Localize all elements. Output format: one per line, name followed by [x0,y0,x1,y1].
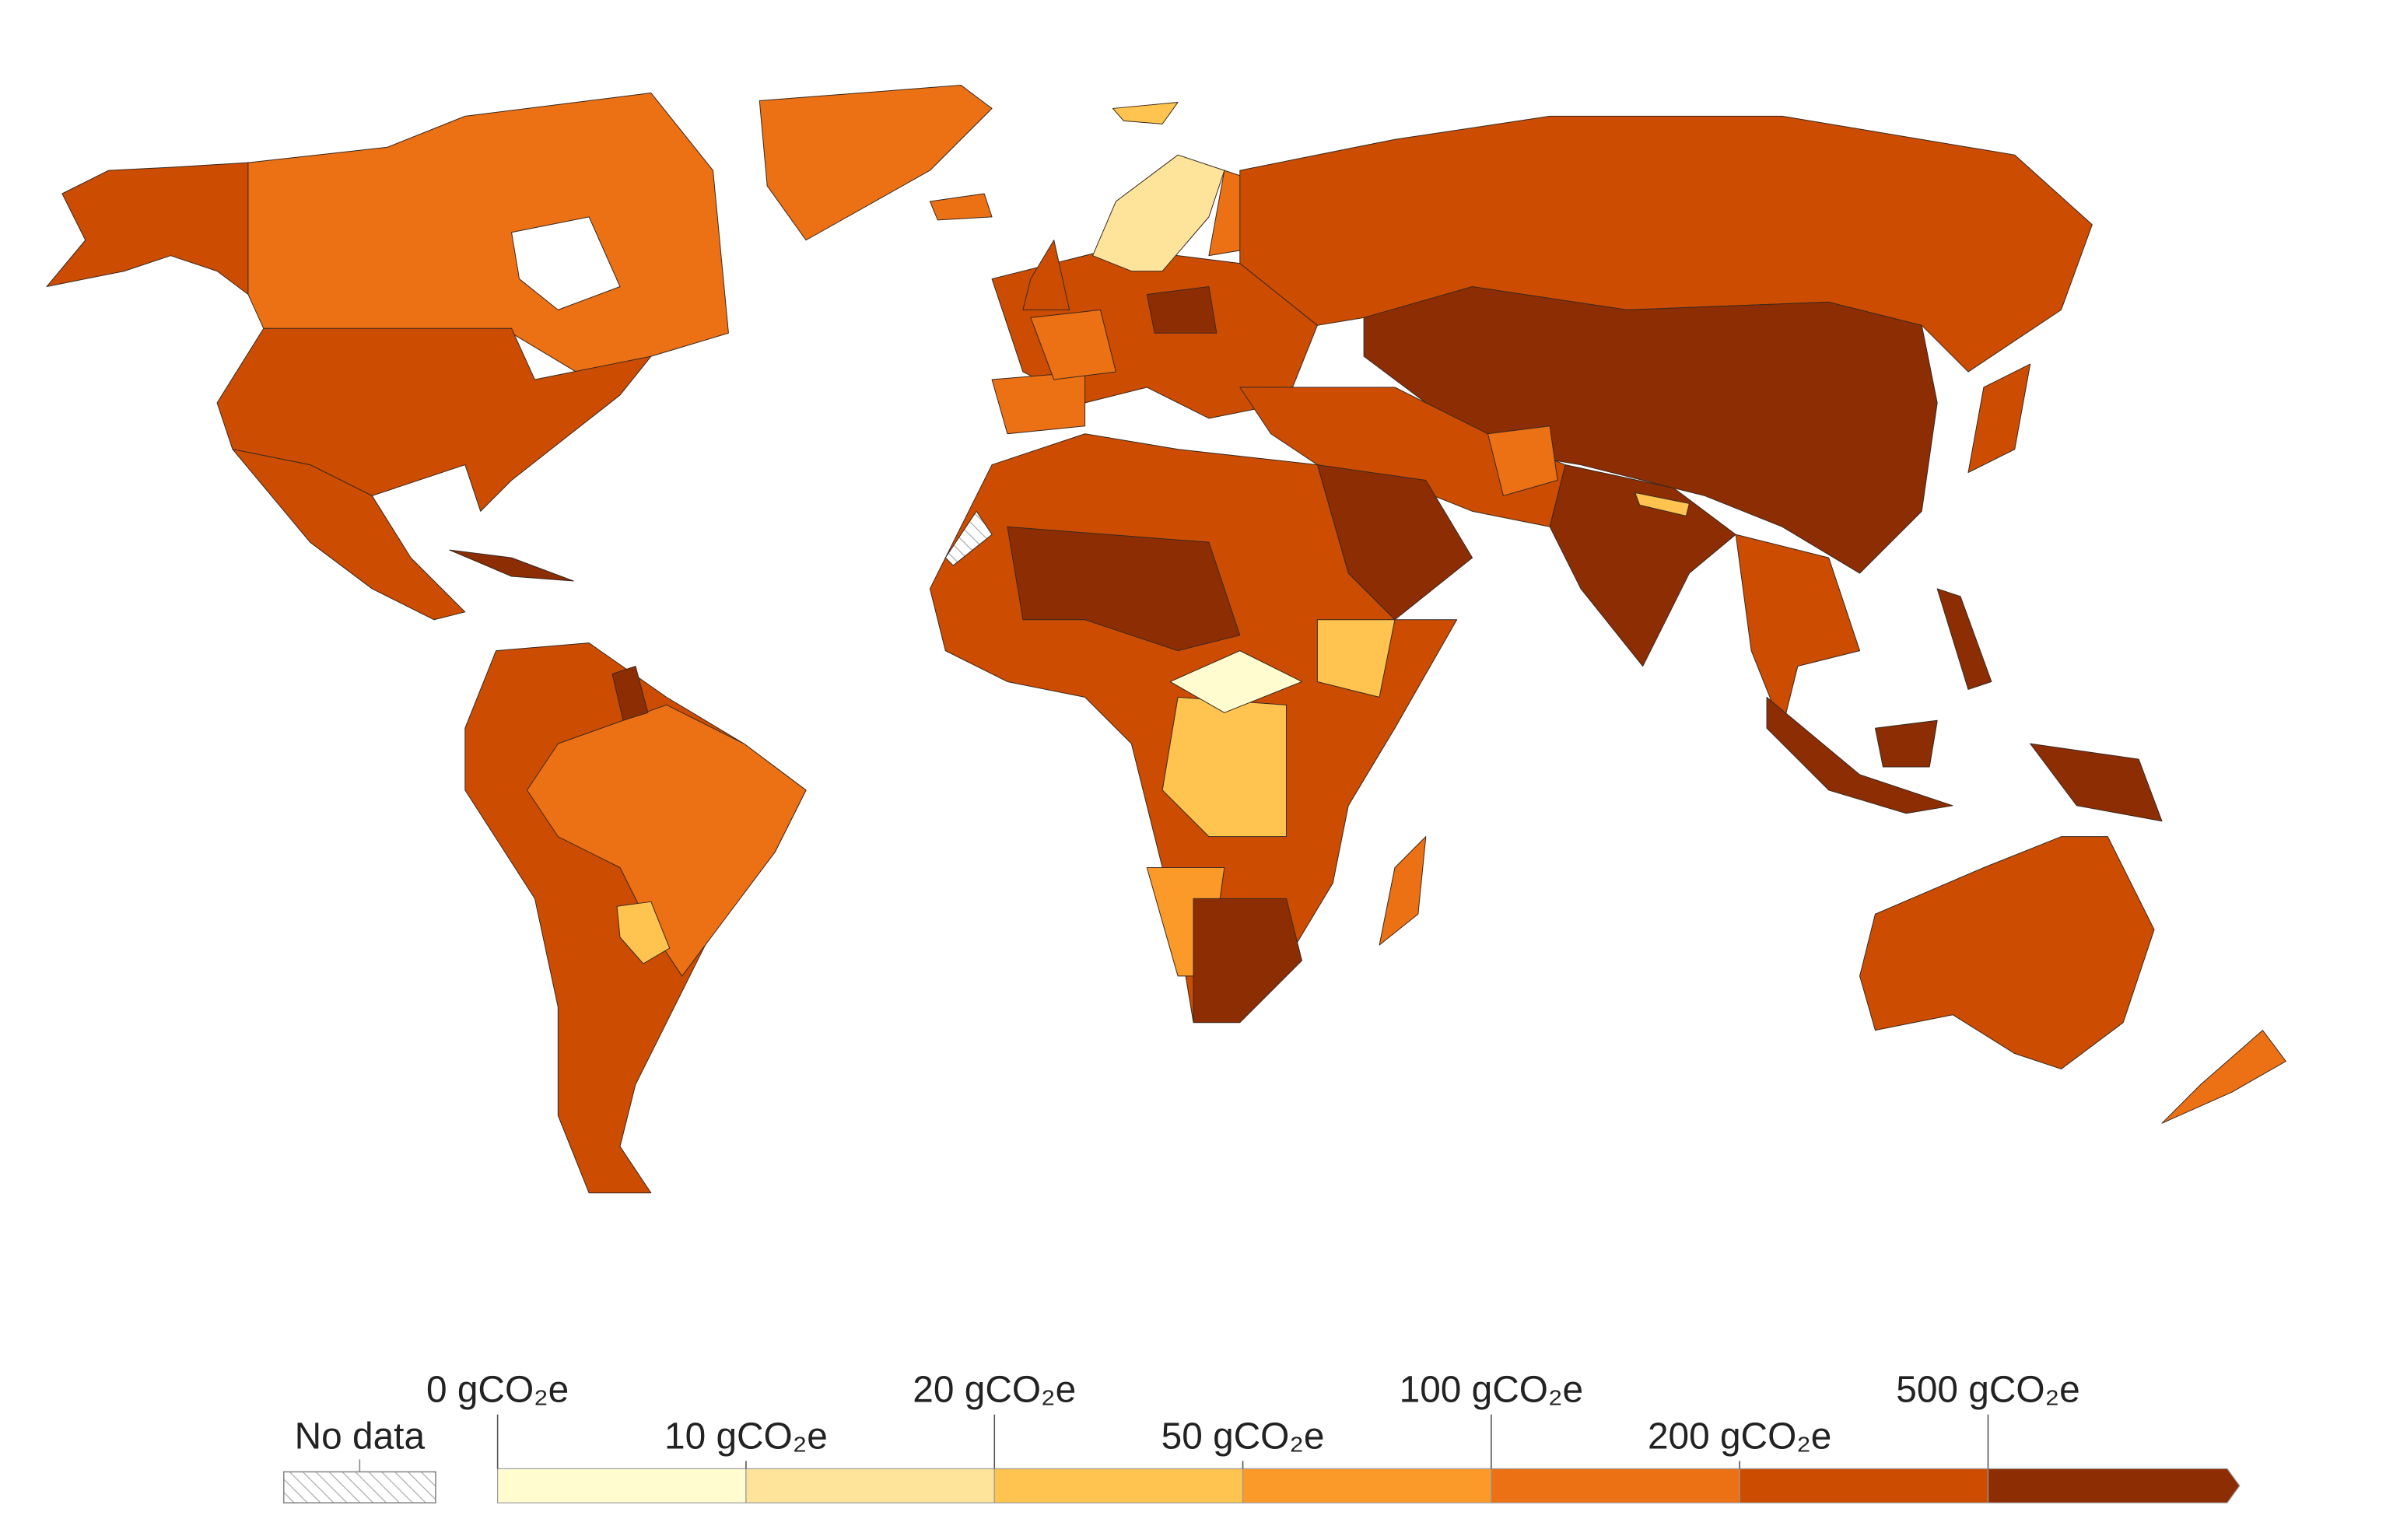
congo [1161,696,1288,838]
philippines [1936,588,1992,690]
legend-label: 0 gCO₂e [426,1370,569,1411]
south-africa [1193,898,1302,1024]
poland [1146,286,1218,334]
legend-bin [993,1468,1244,1503]
legend-label: 10 gCO₂e [664,1416,828,1457]
sumatra-java [1766,696,1953,814]
legend-bin [1739,1468,1989,1503]
legend-label: 50 gCO₂e [1161,1416,1325,1457]
hudson-bay [511,216,621,310]
legend-bin [745,1468,995,1503]
scandinavia [1092,154,1225,272]
india [1549,464,1736,667]
nepal [1634,492,1690,516]
svalbard [1112,101,1179,124]
legend-bin [1242,1468,1492,1503]
ethiopia [1316,619,1396,698]
central-african-republic [1169,650,1302,713]
new-guinea [2030,743,2163,822]
iberia [991,371,1086,435]
legend-bin [1987,1468,2241,1503]
legend-bin [1491,1468,1740,1503]
australia [1859,836,2155,1069]
legend: No data 0 gCO₂e 10 gCO₂e 20 gCO₂e 50 gCO₂e 1… [282,1370,2241,1503]
paraguay [616,901,671,964]
japan [1967,363,2031,474]
mexico [232,449,466,621]
guyana [611,666,649,721]
russia [1239,115,2093,373]
legend-bin [497,1468,747,1503]
southeast-asia [1735,534,1861,729]
brazil [526,704,807,977]
alaska [46,162,249,295]
madagascar [1379,836,1427,946]
canada [247,93,729,380]
legend-label: 20 gCO₂e [913,1370,1076,1411]
france [1030,309,1116,380]
legend-label: 100 gCO₂e [1400,1370,1583,1411]
iceland [929,193,993,221]
cuba [449,549,574,582]
western-sahara [944,510,993,566]
borneo [1874,719,1938,768]
middle-east [1239,387,1566,527]
legend-label: 500 gCO₂e [1896,1370,2079,1411]
legend-label: 200 gCO₂e [1648,1416,1831,1457]
sahel [1007,526,1241,652]
afghanistan [1487,425,1558,496]
world-map [46,85,2286,1194]
new-zealand [2161,1030,2286,1124]
uk [1022,240,1070,310]
no-data-label: No data [295,1416,426,1457]
greenland [759,85,993,241]
no-data-swatch [282,1471,436,1503]
